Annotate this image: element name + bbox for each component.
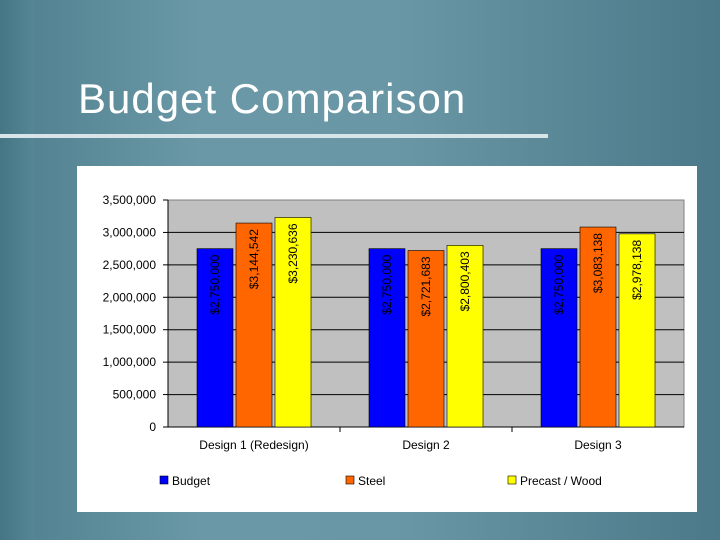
legend-swatch	[507, 475, 517, 485]
legend-label: Precast / Wood	[520, 474, 602, 488]
legend-label: Steel	[358, 474, 385, 488]
title-underline	[0, 134, 548, 138]
data-label: $2,750,000	[552, 254, 566, 314]
y-tick-label: 2,500,000	[103, 258, 157, 272]
bar-steel-3	[579, 226, 617, 428]
legend-swatch	[345, 475, 355, 485]
y-tick-label: 1,000,000	[103, 355, 157, 369]
y-tick-label: 500,000	[113, 388, 157, 402]
bar-steel-1	[235, 222, 273, 428]
bar-budget-3	[540, 248, 578, 428]
data-label: $2,721,683	[419, 256, 433, 316]
y-tick-label: 0	[149, 420, 156, 434]
bar-budget-1	[196, 248, 234, 428]
bar-steel-2	[407, 250, 445, 428]
bar-budget-2	[368, 248, 406, 428]
data-label: $3,144,542	[247, 229, 261, 289]
x-category-label: Design 1 (Redesign)	[199, 438, 308, 452]
data-label: $2,800,403	[458, 251, 472, 311]
data-label: $2,750,000	[380, 254, 394, 314]
legend-label: Budget	[172, 474, 211, 488]
y-tick-label: 3,500,000	[103, 193, 157, 207]
budget-comparison-chart: 0 500,000 1,000,000 1,500,000 2,000,000 2,500…	[103, 193, 685, 488]
legend-swatch	[159, 475, 169, 485]
data-label: $2,750,000	[208, 254, 222, 314]
bar-precast-wood-2	[446, 245, 484, 428]
x-category-label: Design 2	[402, 438, 450, 452]
chart-frame: 0 500,000 1,000,000 1,500,000 2,000,000 2,500…	[77, 166, 697, 512]
left-decorative-stripe	[0, 0, 34, 540]
data-label: $3,083,138	[591, 233, 605, 293]
data-label: $3,230,636	[286, 223, 300, 283]
y-tick-label: 1,500,000	[103, 323, 157, 337]
y-tick-label: 2,000,000	[103, 290, 157, 304]
data-label: $2,978,138	[630, 240, 644, 300]
bar-precast-wood-3	[618, 233, 656, 428]
y-tick-label: 3,000,000	[103, 225, 157, 239]
slide-title: Budget Comparison	[78, 75, 467, 122]
x-category-label: Design 3	[574, 438, 622, 452]
bar-precast-wood-1	[274, 217, 312, 428]
